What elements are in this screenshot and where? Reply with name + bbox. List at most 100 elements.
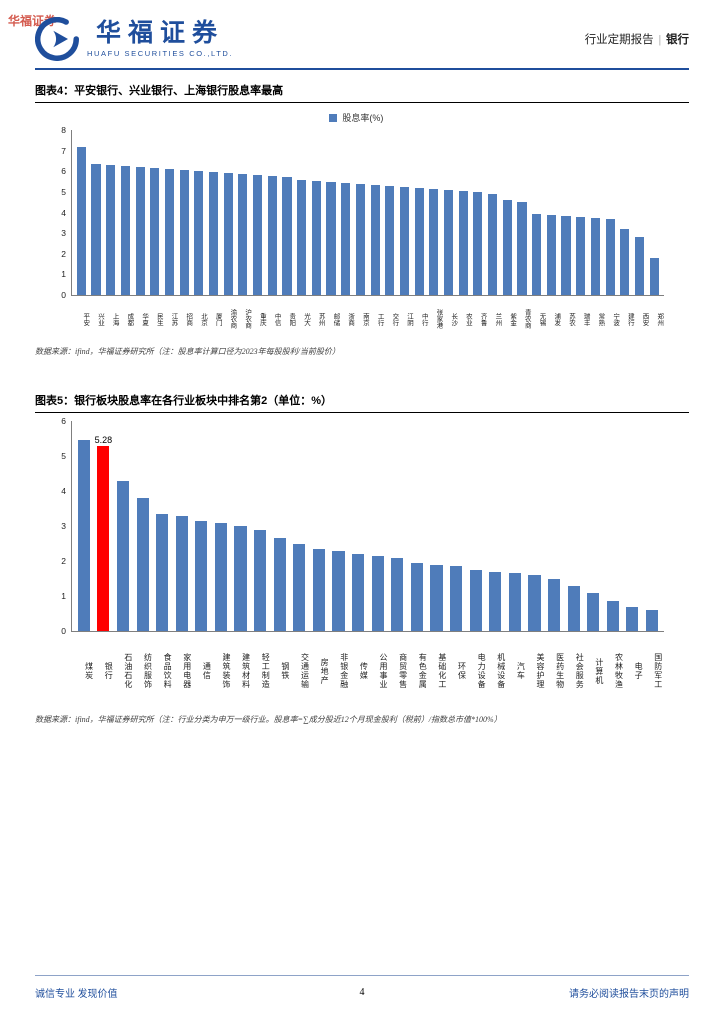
bar-slot [280, 130, 295, 295]
dividend-yield-by-bank-chart: 股息率(%) 0 1 2 3 4 5 6 7 8 平安 兴业 上海 成都 华夏 民生 江苏 招商 北京 厦门 渝农商… [49, 111, 664, 340]
bar-slot [118, 130, 133, 295]
bar-value-annotation: 5.28 [94, 435, 113, 446]
bar-slot [588, 130, 603, 295]
x-axis-label: 基础化工 [437, 653, 447, 689]
bar-slot [329, 421, 349, 631]
bar-slot [113, 421, 133, 631]
x-axis-label: 建筑装饰 [222, 653, 231, 689]
y-tick-label: 1 [61, 269, 66, 280]
bar-slot [427, 421, 447, 631]
bar [97, 446, 110, 631]
x-axis-label: 紫金 [508, 312, 516, 326]
figure-4-block: 图表4：平安银行、兴业银行、上海银行股息率最高 股息率(%) 0 1 2 3 4 5 6 7 8… [35, 82, 689, 357]
bar-slot [368, 130, 383, 295]
x-axis-label: 苏州 [317, 312, 325, 326]
bar-slot [603, 130, 618, 295]
page-footer: 诚信专业 发现价值 4 请务必阅读报告末页的声明 [35, 975, 689, 1000]
x-axis-label: 社会服务 [575, 653, 585, 689]
bar-slot [265, 130, 280, 295]
dividend-yield-by-sector-chart: 0 1 2 3 4 5 6 5.28 煤炭 银行 石油石化 纺织服饰 食品饮料 家用电器 通信 建筑装饰 建… [49, 416, 664, 708]
x-axis-label: 电子 [634, 662, 644, 680]
figure-5-source-note: 数据来源：ifind，华福证券研究所（注：行业分类为申万一级行业。股息率=∑成分… [35, 715, 502, 724]
bar-slot [388, 421, 408, 631]
bar [489, 571, 502, 631]
x-axis-label: 齐鲁 [479, 312, 487, 326]
bar [282, 177, 292, 295]
huafu-logo-icon [35, 17, 79, 61]
x-axis-label: 商贸零售 [398, 653, 408, 689]
x-axis-label: 上海 [111, 312, 119, 326]
x-axis-label: 渝农商 [228, 309, 236, 329]
bar-slot [505, 421, 525, 631]
bar-slot [456, 130, 471, 295]
y-tick-label: 6 [61, 416, 66, 426]
bar [352, 554, 365, 631]
x-axis-label: 张家港 [434, 309, 442, 329]
bar-slot [544, 421, 564, 631]
x-axis-label: 民生 [155, 312, 163, 326]
bar [430, 564, 443, 631]
bar [164, 169, 175, 295]
bar-slot [231, 421, 251, 631]
bar-slot [250, 421, 270, 631]
x-axis-label: 宁波 [611, 312, 619, 326]
bar [91, 164, 101, 295]
x-axis-label: 中行 [420, 312, 428, 326]
brand-name-cn: 华福证券 [96, 18, 225, 47]
x-axis-label: 农业 [464, 312, 472, 326]
x-axis-label: 医药生物 [555, 653, 565, 689]
bar [547, 578, 561, 631]
bar [135, 167, 145, 295]
x-axis-label: 汽车 [516, 662, 526, 680]
legend-label: 股息率(%) [342, 113, 384, 123]
bar-slot [162, 130, 177, 295]
figure-4-source-note: 数据来源：ifind，华福证券研究所（注：股息率计算口径为2023年每股股利/当… [35, 347, 340, 356]
x-axis-label: 轻工制造 [261, 653, 271, 689]
bar [410, 562, 423, 631]
bar-slot [529, 130, 544, 295]
bar-slot [152, 421, 172, 631]
y-tick-label: 3 [61, 228, 66, 239]
x-axis-label: 机械设备 [496, 653, 506, 689]
bar [546, 214, 556, 295]
x-axis-label: 浙商 [346, 312, 354, 326]
y-axis: 0 1 2 3 4 5 6 [49, 416, 71, 636]
bar-slot [211, 421, 231, 631]
bar [567, 585, 580, 631]
bar [450, 566, 463, 631]
x-axis-label: 北京 [199, 312, 207, 326]
x-axis-label: 中信 [273, 312, 281, 326]
y-tick-label: 7 [61, 145, 66, 156]
bar-slot [564, 421, 584, 631]
y-tick-label: 4 [61, 486, 66, 497]
bar-slot [348, 421, 368, 631]
chart-legend: 股息率(%) [49, 111, 664, 124]
bar [106, 165, 116, 295]
bar [156, 513, 169, 631]
figure-4-title: 图表4：平安银行、兴业银行、上海银行股息率最高 [35, 82, 689, 103]
bar-slot [133, 130, 148, 295]
x-axis-label: 石油石化 [123, 653, 133, 689]
y-tick-label: 3 [61, 521, 66, 531]
bar [267, 176, 277, 295]
bar-slot [603, 421, 623, 631]
bar [528, 575, 541, 631]
bar [195, 520, 208, 631]
x-axis-labels: 平安 兴业 上海 成都 华夏 民生 江苏 招商 北京 厦门 渝农商 沪农商 重庆 中信 贵阳 光大 苏州 邮储 浙商… [71, 298, 664, 340]
bar [136, 498, 149, 631]
bar-slot [623, 421, 643, 631]
x-axis-label: 交行 [390, 312, 398, 326]
x-axis-label: 电力设备 [477, 653, 487, 689]
x-axis-label: 兴业 [96, 312, 104, 326]
bar [645, 610, 659, 631]
x-axis-label: 郑州 [655, 312, 663, 326]
bar [332, 550, 345, 631]
x-axis-label: 食品饮料 [163, 653, 173, 689]
bar-slot [89, 130, 104, 295]
bar [605, 218, 615, 295]
bar-slot [515, 130, 530, 295]
bar-slot [500, 130, 515, 295]
bar [561, 215, 571, 295]
x-axis-label: 招商 [184, 312, 192, 326]
